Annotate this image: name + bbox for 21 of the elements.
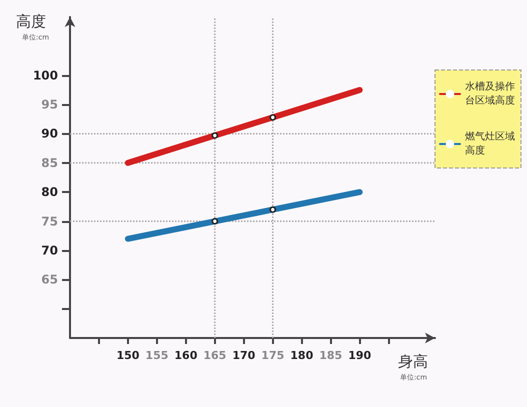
x-axis-title: 身高 [398,352,428,370]
y-tick-label: 80 [41,185,58,200]
y-tick-label: 65 [41,272,58,287]
y-tick-label: 85 [41,156,58,170]
x-tick-label: 155 [145,349,168,362]
y-tick-label: 100 [32,68,58,82]
x-tick-label: 160 [174,349,198,362]
x-tick-label: 170 [232,349,256,362]
x-tick-label: 150 [116,349,140,362]
y-tick-label: 90 [41,126,58,141]
y-tick-label: 95 [41,98,58,112]
legend-label: 水槽及操作台区域高度 [465,80,515,106]
x-tick-label: 185 [319,349,342,362]
y-tick-label: 70 [41,243,58,258]
y-axis-title: 高度 [16,12,46,30]
y-tick-label: 75 [41,214,58,228]
x-tick-label: 190 [348,349,372,362]
x-tick-label: 180 [290,349,314,362]
x-tick-label: 175 [261,349,284,362]
x-tick-label: 165 [203,349,226,362]
legend-label: 燃气灶区域高度 [465,130,515,156]
